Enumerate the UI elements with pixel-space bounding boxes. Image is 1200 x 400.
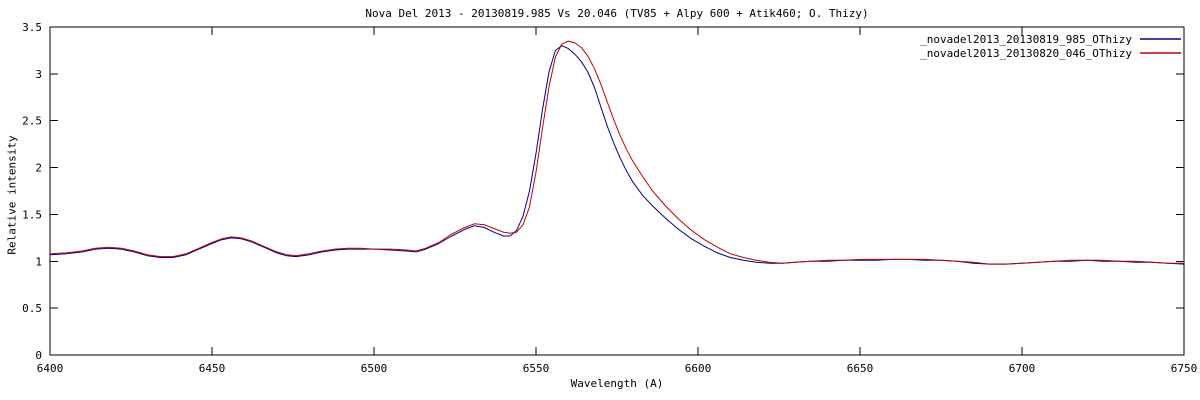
x-tick-label: 6450: [199, 362, 226, 375]
y-tick-label: 1: [35, 255, 42, 268]
y-tick-label: 2.5: [22, 115, 42, 128]
x-tick-label: 6700: [1009, 362, 1036, 375]
y-tick-label: 0.5: [22, 302, 42, 315]
x-axis-label: Wavelength (A): [570, 377, 664, 390]
x-tick-label: 6500: [361, 362, 388, 375]
x-tick-label: 6400: [37, 362, 64, 375]
x-tick-label: 6600: [685, 362, 712, 375]
series-line-1: [49, 40, 1185, 265]
series-line-0: [49, 45, 1185, 265]
y-tick-label: 0: [35, 349, 42, 362]
x-tick-label: 6750: [1171, 362, 1198, 375]
legend-label-1: _novadel2013_20130820_046_OThizy: [920, 47, 1132, 60]
y-axis-label: Relative intensity: [5, 135, 19, 255]
x-tick-label: 6650: [847, 362, 874, 375]
x-tick-label: 6550: [523, 362, 550, 375]
legend-label-0: _novadel2013_20130819_985_OThizy: [920, 33, 1132, 46]
y-tick-label: 1.5: [22, 208, 42, 221]
y-tick-label: 3: [35, 68, 42, 81]
chart-title: Nova Del 2013 - 20130819.985 Vs 20.046 (…: [365, 7, 869, 20]
y-tick-label: 2: [35, 162, 42, 175]
y-tick-label: 3.5: [22, 21, 42, 34]
plot-frame: [49, 26, 1185, 356]
